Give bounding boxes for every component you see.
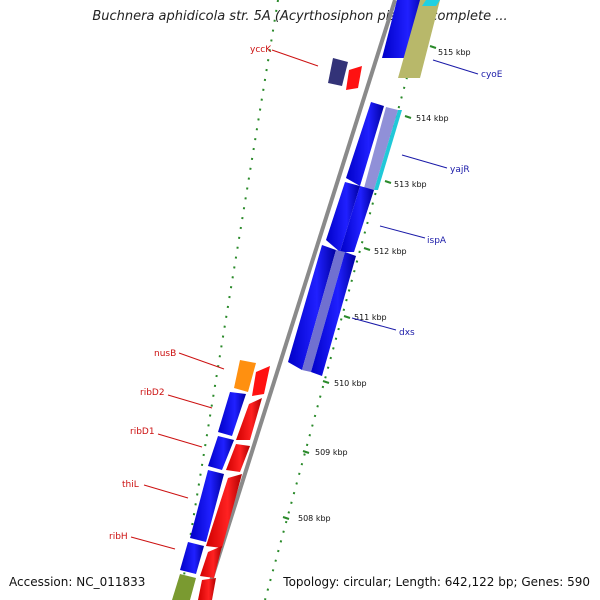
gene-dxs-shade xyxy=(302,250,345,372)
forward-gene-labels: cyoE yajR ispA dxs xyxy=(351,59,503,338)
tick-marks xyxy=(282,45,437,520)
gene-olive-bottom xyxy=(172,574,196,600)
gene-label-thiL: thiL xyxy=(122,480,139,490)
gene-nusB-red xyxy=(252,366,270,396)
tick-label: 510 kbp xyxy=(334,379,367,388)
tick-label: 515 kbp xyxy=(438,48,471,57)
tick-label: 512 kbp xyxy=(374,247,407,256)
gene-label-yccK: yccK xyxy=(250,45,272,55)
forward-genes xyxy=(288,0,440,376)
gene-ispA-b xyxy=(340,186,374,252)
tick-label: 509 kbp xyxy=(315,448,348,457)
accession-text: Accession: NC_011833 xyxy=(9,575,146,589)
gene-block-top xyxy=(382,0,425,58)
tick-label: 513 kbp xyxy=(394,180,427,189)
tick-label: 508 kbp xyxy=(298,514,331,523)
outer-tick-ring xyxy=(264,0,429,600)
gene-ispA-a xyxy=(326,182,360,252)
tick-labels: 515 kbp 514 kbp 513 kbp 512 kbp 511 kbp … xyxy=(298,48,471,523)
gene-label-dxs: dxs xyxy=(399,328,415,338)
gene-label-yajR: yajR xyxy=(450,165,470,175)
gene-label-cyoE: cyoE xyxy=(481,70,503,80)
tick-label: 514 kbp xyxy=(416,114,449,123)
gene-label-ribD1: ribD1 xyxy=(130,427,155,437)
gene-thiL xyxy=(190,470,224,542)
gene-label-ribD2: ribD2 xyxy=(140,388,165,398)
gene-dxs-a xyxy=(288,245,336,370)
gene-cyoE xyxy=(398,0,440,78)
gene-nusB xyxy=(234,360,256,392)
gene-dxs-b xyxy=(311,252,356,376)
gene-cyan-top xyxy=(422,0,440,6)
genome-backbone xyxy=(203,0,397,600)
inner-tick-ring xyxy=(179,0,279,600)
gene-label-nusB: nusB xyxy=(154,349,176,359)
tick-label: 511 kbp xyxy=(354,313,387,322)
gene-label-ribH: ribH xyxy=(109,532,128,542)
gene-ribD1 xyxy=(208,436,234,470)
gene-yccK-red xyxy=(346,66,362,90)
genome-summary: Topology: circular; Length: 642,122 bp; … xyxy=(283,575,590,589)
gene-ribD1-red xyxy=(226,444,250,472)
gene-yajR-shade xyxy=(364,107,398,190)
gene-yccK xyxy=(328,58,348,86)
gene-yajR-cyan xyxy=(374,110,402,190)
reverse-gene-labels: yccK nusB ribD2 ribD1 thiL ribH xyxy=(109,45,319,550)
gene-label-ispA: ispA xyxy=(427,236,447,246)
gene-yajR xyxy=(346,102,384,186)
gene-ribH-red xyxy=(200,546,222,578)
gene-ribD2 xyxy=(218,392,246,436)
gene-red-bottom xyxy=(198,578,216,600)
reverse-genes xyxy=(172,58,362,600)
gene-thiL-red xyxy=(206,474,242,548)
gene-ribD2-red xyxy=(236,398,262,440)
gene-ribH xyxy=(180,542,204,574)
